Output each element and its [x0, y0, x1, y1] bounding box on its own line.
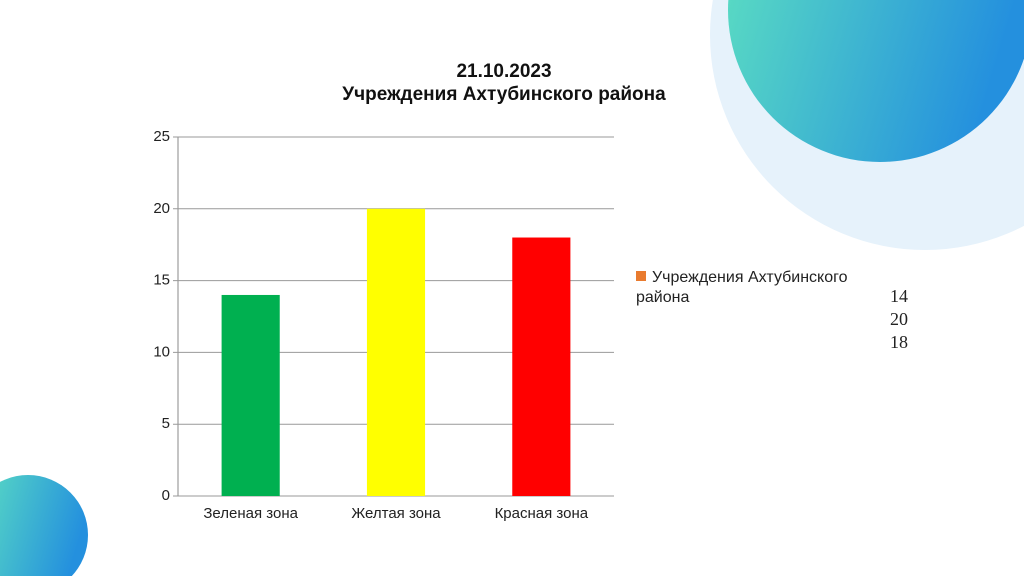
x-tick-label: Желтая зона [351, 505, 441, 522]
value-text: 18 [890, 332, 908, 352]
legend-label: Учреждения Ахтубинского района [636, 269, 848, 306]
y-tick-label: 25 [153, 128, 170, 145]
y-tick-label: 5 [162, 415, 170, 432]
x-tick-label: Красная зона [495, 505, 589, 522]
decor-circle [0, 475, 88, 576]
x-tick-label: Зеленая зона [203, 505, 298, 522]
value-text: 14 [890, 286, 908, 306]
y-tick-label: 0 [162, 487, 170, 504]
chart-title: 21.10.2023 [456, 61, 551, 82]
legend: Учреждения Ахтубинского района [636, 268, 876, 308]
y-tick-label: 15 [153, 272, 170, 289]
chart-subtitle: Учреждения Ахтубинского района [342, 84, 666, 105]
y-tick-label: 10 [153, 343, 170, 360]
decor-circle [728, 0, 1024, 162]
bar [221, 294, 280, 496]
bar [512, 237, 571, 496]
legend-key [636, 271, 646, 281]
bar [366, 208, 426, 497]
y-tick-label: 20 [153, 200, 170, 217]
value-text: 20 [890, 309, 908, 329]
value-list: 14 20 18 [860, 285, 908, 354]
